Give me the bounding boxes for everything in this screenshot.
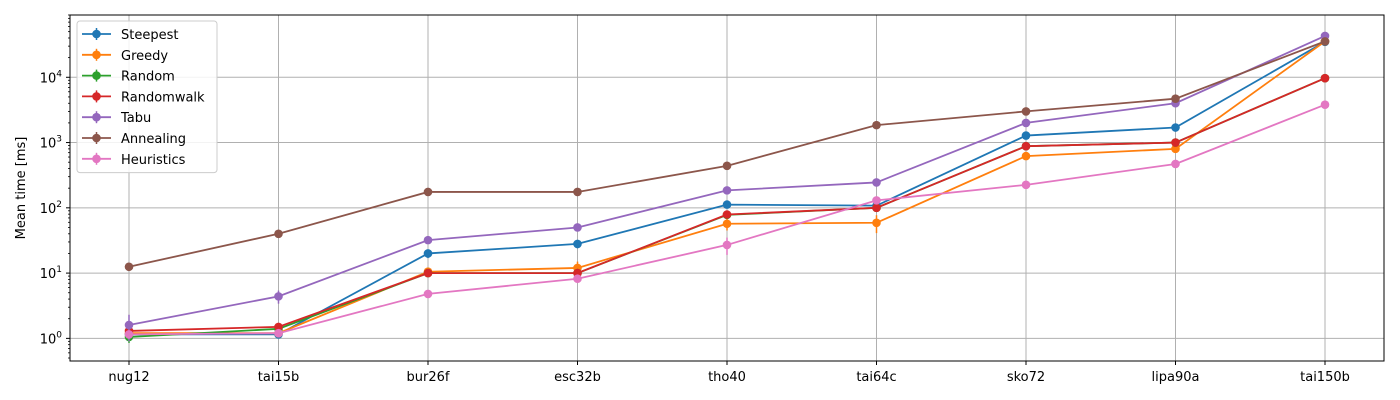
x-tick-label: tai150b bbox=[1300, 370, 1350, 385]
data-point bbox=[722, 210, 732, 219]
legend-box bbox=[76, 20, 218, 174]
x-tick-label: lipa90a bbox=[1152, 370, 1200, 385]
ticks-layer: nug12 tai15b bur26f esc32b tho40 tai64c sko72 l… bbox=[40, 14, 1350, 385]
legend-swatch-marker bbox=[92, 92, 101, 101]
series-layer bbox=[124, 31, 1330, 343]
legend-swatch-marker bbox=[92, 154, 101, 164]
legend-label: Randomwalk bbox=[121, 90, 205, 105]
data-point bbox=[1171, 94, 1180, 103]
legend-swatch-marker bbox=[92, 29, 101, 39]
legend-item-tabu: Tabu bbox=[82, 111, 151, 126]
legend-label: Greedy bbox=[121, 49, 168, 64]
data-point bbox=[872, 178, 881, 187]
data-point bbox=[1320, 37, 1330, 46]
legend-swatch-marker bbox=[92, 71, 101, 80]
series-randomwalk bbox=[124, 73, 1330, 336]
data-point bbox=[722, 219, 732, 229]
data-point bbox=[274, 322, 283, 332]
legend-swatch-marker bbox=[92, 112, 101, 122]
y-axis-label: Mean time [ms] bbox=[14, 137, 29, 240]
data-point bbox=[1021, 107, 1031, 116]
data-point bbox=[124, 330, 134, 339]
legend-item-annealing: Annealing bbox=[82, 132, 186, 147]
x-tick-label: nug12 bbox=[108, 370, 149, 385]
data-point bbox=[872, 120, 881, 130]
series-heuristics bbox=[124, 100, 1330, 339]
data-point bbox=[573, 239, 582, 249]
data-point bbox=[872, 218, 881, 228]
data-point bbox=[124, 262, 134, 272]
data-point bbox=[1021, 180, 1031, 190]
y-tick-label: 104 bbox=[40, 69, 63, 86]
x-tick-label: bur26f bbox=[407, 370, 450, 385]
data-point bbox=[1171, 159, 1180, 169]
legend-item-heuristics: Heuristics bbox=[82, 152, 186, 168]
data-point bbox=[1171, 123, 1180, 132]
data-point bbox=[274, 292, 283, 301]
data-point bbox=[1021, 131, 1031, 140]
legend-swatch-marker bbox=[92, 50, 101, 60]
legend-label: Random bbox=[121, 70, 175, 85]
legend-swatch-marker bbox=[92, 133, 101, 143]
y-tick-label: 101 bbox=[40, 265, 62, 282]
x-tick-label: sko72 bbox=[1007, 370, 1045, 385]
data-point bbox=[1320, 73, 1330, 83]
legend-label: Heuristics bbox=[121, 153, 186, 168]
legend-label: Annealing bbox=[121, 132, 186, 147]
data-point bbox=[722, 240, 732, 250]
data-point bbox=[1320, 100, 1330, 110]
data-point bbox=[722, 161, 732, 171]
data-point bbox=[722, 186, 732, 195]
data-point bbox=[573, 274, 582, 284]
series-annealing bbox=[124, 37, 1330, 272]
data-point bbox=[1021, 151, 1031, 161]
data-point bbox=[274, 328, 283, 338]
x-tick-label: esc32b bbox=[554, 370, 601, 385]
data-point bbox=[1021, 141, 1031, 151]
y-tick-label: 100 bbox=[40, 330, 63, 347]
data-point bbox=[423, 187, 433, 197]
data-point bbox=[872, 203, 881, 213]
data-point bbox=[423, 235, 433, 245]
series-tabu bbox=[124, 31, 1330, 342]
legend-item-randomwalk: Randomwalk bbox=[82, 90, 205, 105]
data-point bbox=[274, 229, 283, 239]
data-point bbox=[1171, 138, 1180, 147]
data-point bbox=[573, 223, 582, 232]
x-tick-label: tho40 bbox=[708, 370, 746, 385]
data-point bbox=[722, 200, 732, 209]
legend: Steepest Greedy Random Randomwalk Tabu Anneal… bbox=[76, 20, 218, 174]
data-point bbox=[124, 320, 134, 330]
legend-item-random: Random bbox=[82, 69, 175, 85]
data-point bbox=[423, 289, 433, 299]
data-point bbox=[1021, 118, 1031, 128]
y-tick-label: 103 bbox=[40, 135, 62, 152]
legend-item-steepest: Steepest bbox=[82, 28, 178, 43]
legend-item-greedy: Greedy bbox=[82, 48, 168, 64]
x-tick-label: tai64c bbox=[856, 370, 896, 385]
data-point bbox=[872, 196, 881, 205]
data-point bbox=[423, 268, 433, 278]
x-tick-label: tai15b bbox=[258, 370, 299, 385]
legend-label: Steepest bbox=[121, 28, 178, 43]
data-point bbox=[423, 249, 433, 258]
data-point bbox=[1171, 144, 1180, 154]
data-point bbox=[573, 187, 582, 197]
y-tick-label: 102 bbox=[40, 200, 62, 217]
legend-label: Tabu bbox=[120, 111, 151, 126]
